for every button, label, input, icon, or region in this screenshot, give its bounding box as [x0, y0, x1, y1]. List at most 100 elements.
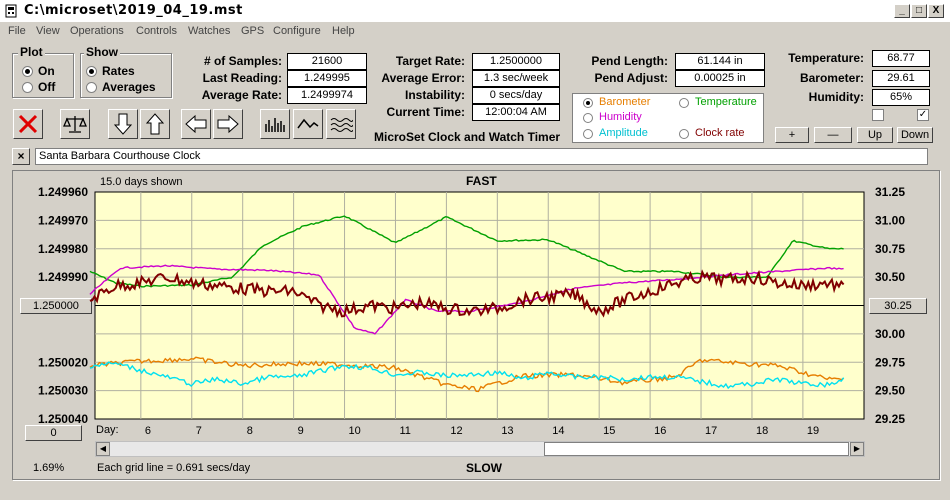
samples-value: 21600: [287, 53, 367, 70]
grid-note-label: Each grid line = 0.691 secs/day: [97, 462, 251, 474]
y-right-tick-label: 29.75: [875, 355, 905, 369]
plot-on-label: On: [38, 64, 55, 78]
amplitude-label: Amplitude: [599, 127, 648, 139]
y-right-tick-label: 30.75: [875, 242, 905, 256]
current-time-value: 12:00:04 AM: [472, 104, 560, 121]
line-graph-icon: [297, 118, 319, 129]
x-tick-label: 15: [603, 425, 615, 437]
fast-label: FAST: [466, 174, 497, 188]
x-tick-label: 13: [501, 425, 513, 437]
y-left-tick-label: 1.249980: [38, 242, 88, 256]
barometer-radio[interactable]: [583, 98, 593, 108]
plus-button[interactable]: +: [775, 127, 809, 143]
menu-help[interactable]: Help: [332, 25, 355, 37]
show-group: [80, 53, 172, 98]
pend-length-label: Pend Length:: [591, 54, 668, 68]
up-button[interactable]: Up: [857, 127, 893, 143]
arrow-up-button[interactable]: [140, 109, 170, 139]
x-tick-label: 14: [552, 425, 564, 437]
balance-button[interactable]: [60, 109, 90, 139]
current-time-label: Current Time:: [386, 105, 465, 119]
down-button[interactable]: Down: [897, 127, 933, 143]
maximize-button[interactable]: □: [911, 4, 927, 18]
minus-button[interactable]: —: [814, 127, 852, 143]
x-tick-label: 7: [196, 425, 202, 437]
arrow-down-button[interactable]: [108, 109, 138, 139]
scroll-right-arrow[interactable]: ▶: [850, 442, 864, 456]
y-left-tick-label: 1.250040: [38, 412, 88, 426]
stop-button[interactable]: [13, 109, 43, 139]
barometer-field-value: 29.61: [872, 70, 930, 87]
y-left-tick-label: 1.249970: [38, 213, 88, 227]
temperature-label: Temperature: [695, 96, 757, 108]
waves-icon: [330, 118, 353, 132]
scroll-left-arrow[interactable]: ◀: [96, 442, 110, 456]
menu-file[interactable]: File: [8, 25, 26, 37]
y-right-tick-label: 31.00: [875, 213, 905, 227]
samples-label: # of Samples:: [203, 54, 282, 68]
title-bar: C:\microset\2019_04_19.mst _ □ X: [0, 0, 950, 22]
clear-name-button[interactable]: ×: [12, 148, 30, 165]
last-reading-label: Last Reading:: [202, 71, 282, 85]
zero-button[interactable]: 0: [25, 425, 82, 441]
show-averages-radio[interactable]: [86, 82, 97, 93]
last-reading-value: 1.249995: [287, 70, 367, 87]
pend-adjust-value: 0.00025 in: [675, 70, 765, 87]
line-graph-button[interactable]: [293, 109, 323, 139]
temperature-field-value: 68.77: [872, 50, 930, 67]
menu-operations[interactable]: Operations: [70, 25, 124, 37]
arrow-left-button[interactable]: [181, 109, 211, 139]
histogram-icon: [265, 118, 285, 132]
waves-button[interactable]: [326, 109, 356, 139]
clock-rate-radio[interactable]: [679, 129, 689, 139]
scroll-thumb[interactable]: [544, 442, 849, 456]
percent-label: 1.69%: [33, 462, 65, 474]
y-right-tick-label: 30.00: [875, 327, 905, 341]
instability-value: 0 secs/day: [472, 87, 560, 104]
humidity-field-value: 65%: [872, 89, 930, 106]
menu-controls[interactable]: Controls: [136, 25, 177, 37]
show-rates-radio[interactable]: [86, 66, 97, 77]
menu-gps[interactable]: GPS: [241, 25, 265, 37]
plot-on-radio[interactable]: [22, 66, 33, 77]
barometer-field-label: Barometer:: [799, 71, 864, 85]
arrow-right-button[interactable]: [213, 109, 243, 139]
menu-view[interactable]: View: [36, 25, 60, 37]
x-tick-label: 16: [654, 425, 666, 437]
histogram-button[interactable]: [260, 109, 290, 139]
left-checkbox[interactable]: [872, 109, 884, 121]
right-checkbox[interactable]: ✓: [917, 109, 929, 121]
average-rate-value: 1.2499974: [287, 87, 367, 104]
clock-name-field[interactable]: Santa Barbara Courthouse Clock: [35, 148, 928, 165]
horizontal-scrollbar[interactable]: ◀ ▶: [95, 441, 865, 457]
series-line-clock-rate: [89, 269, 845, 319]
y-left-tick-label: 1.250030: [38, 384, 88, 398]
x-tick-label: 17: [705, 425, 717, 437]
average-rate-label: Average Rate:: [201, 88, 282, 102]
slow-label: SLOW: [466, 461, 502, 475]
amplitude-radio[interactable]: [583, 129, 593, 139]
y-right-tick-label: 29.50: [875, 384, 905, 398]
humidity-label: Humidity: [599, 111, 642, 123]
average-error-label: Average Error:: [381, 71, 465, 85]
days-shown-label: 15.0 days shown: [100, 176, 183, 188]
y-left-tick-label: 1.249990: [38, 270, 88, 284]
humidity-field-label: Humidity:: [808, 90, 864, 104]
temperature-radio[interactable]: [679, 98, 689, 108]
right-value-button[interactable]: 30.25: [869, 298, 927, 314]
left-rate-button[interactable]: 1.250000: [20, 298, 92, 314]
instability-label: Instability:: [404, 88, 465, 102]
humidity-radio[interactable]: [583, 113, 593, 123]
pend-length-value: 61.144 in: [675, 53, 765, 70]
minimize-button[interactable]: _: [894, 4, 910, 18]
arrow-down-icon: [113, 113, 133, 135]
menu-configure[interactable]: Configure: [273, 25, 321, 37]
close-button[interactable]: X: [928, 4, 944, 18]
x-tick-label: 11: [399, 425, 410, 437]
menu-bar: File View Operations Controls Watches GP…: [0, 22, 950, 42]
menu-watches[interactable]: Watches: [188, 25, 231, 37]
red-x-icon: [18, 114, 38, 134]
target-rate-label: Target Rate:: [395, 54, 465, 68]
pend-adjust-label: Pend Adjust:: [594, 71, 668, 85]
plot-off-radio[interactable]: [22, 82, 33, 93]
